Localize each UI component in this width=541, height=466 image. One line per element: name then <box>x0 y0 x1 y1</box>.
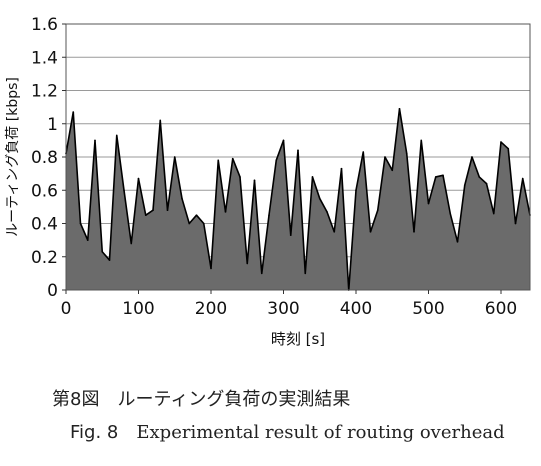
data-point <box>108 259 111 261</box>
data-point <box>144 214 147 216</box>
data-point <box>188 222 191 225</box>
caption-english: Fig. 8 Experimental result of routing ove… <box>70 422 505 443</box>
data-point <box>326 211 328 213</box>
series-area <box>66 108 530 290</box>
data-point <box>86 239 89 241</box>
data-point <box>318 197 321 200</box>
data-point <box>72 111 75 113</box>
data-point <box>297 149 299 152</box>
data-point <box>478 176 481 178</box>
data-point <box>311 176 314 178</box>
data-point <box>217 159 220 162</box>
data-point <box>362 151 365 153</box>
data-point <box>500 141 502 143</box>
x-tick-label: 200 <box>195 299 227 319</box>
data-point <box>492 212 495 215</box>
data-point <box>405 152 408 155</box>
y-tick-label: 0.2 <box>31 248 58 268</box>
data-point <box>521 177 524 180</box>
data-point <box>434 176 437 178</box>
data-point <box>376 209 379 211</box>
data-point <box>369 231 372 233</box>
y-tick-label: 0.4 <box>31 215 58 235</box>
data-point <box>159 119 162 122</box>
data-point <box>391 169 394 172</box>
data-point <box>333 231 336 233</box>
data-point <box>94 139 96 142</box>
data-point <box>427 202 430 205</box>
data-point <box>253 179 256 182</box>
data-point <box>137 177 140 180</box>
data-point <box>304 272 307 275</box>
data-point <box>340 167 343 170</box>
caption-fig-label: Fig. 8 <box>70 422 119 443</box>
y-tick-label: 1.4 <box>31 48 58 68</box>
data-point <box>123 189 125 192</box>
data-point <box>275 159 278 162</box>
data-point <box>289 234 292 236</box>
data-point <box>420 139 423 142</box>
data-point <box>260 272 263 275</box>
data-point <box>507 147 510 150</box>
data-point <box>166 209 169 211</box>
data-point <box>384 156 386 158</box>
y-tick-label: 0.8 <box>31 148 58 168</box>
y-tick-label: 1.6 <box>31 15 58 35</box>
data-point <box>514 222 517 225</box>
x-tick-label: 300 <box>267 299 299 319</box>
data-point <box>485 182 488 185</box>
x-tick-label: 100 <box>122 299 154 319</box>
data-point <box>246 262 249 265</box>
chart: 0 0.2 0.4 0.6 0.8 1 1.2 1.4 1.6 0 100 200 300 400 500 6… <box>5 15 531 348</box>
data-point <box>79 222 82 225</box>
data-point <box>268 214 270 216</box>
data-point <box>210 267 212 270</box>
x-tick-label: 500 <box>412 299 444 319</box>
data-point <box>456 240 459 243</box>
data-point <box>413 231 415 233</box>
data-point <box>442 174 444 177</box>
data-point <box>239 176 241 178</box>
x-tick-label: 600 <box>485 299 517 319</box>
data-point <box>181 197 183 200</box>
y-tick-label: 0 <box>47 281 58 301</box>
x-axis-label: 時刻 [s] <box>271 330 325 348</box>
data-point <box>463 184 466 187</box>
data-point <box>449 212 452 215</box>
data-point <box>398 107 401 110</box>
data-point <box>115 134 118 137</box>
data-point <box>231 157 234 160</box>
y-tick-label: 0.6 <box>31 181 58 201</box>
data-point <box>195 214 198 216</box>
data-point <box>173 156 176 158</box>
y-axis-label: ルーティング負荷 [kbps] <box>5 77 21 237</box>
y-tick-label: 1.2 <box>31 82 58 102</box>
data-point <box>355 189 357 192</box>
data-point <box>202 222 205 225</box>
data-point <box>471 156 473 158</box>
data-point <box>152 209 154 211</box>
data-point <box>130 242 133 245</box>
x-tick-label: 0 <box>61 299 72 319</box>
y-tick-label: 1 <box>47 115 58 135</box>
data-point <box>101 250 104 253</box>
data-point <box>282 139 285 142</box>
data-point <box>224 211 227 213</box>
caption-fig-text: Experimental result of routing overhead <box>136 422 505 443</box>
x-tick-label: 400 <box>340 299 372 319</box>
caption-japanese: 第8図 ルーティング負荷の実測結果 <box>52 389 351 410</box>
